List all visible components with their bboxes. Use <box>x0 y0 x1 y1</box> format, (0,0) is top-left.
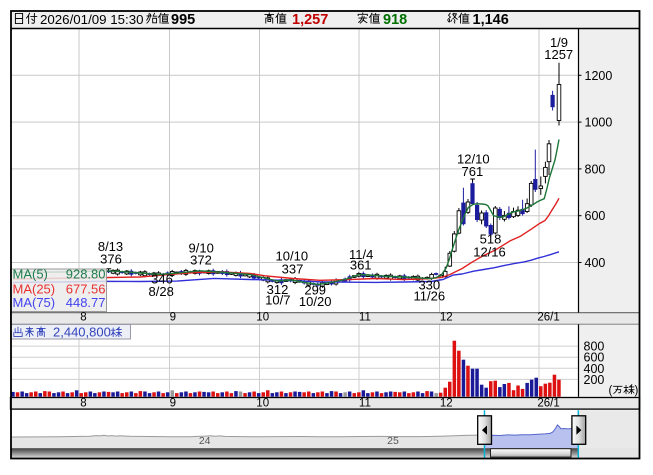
svg-text:800: 800 <box>584 340 605 354</box>
svg-text:12/10: 12/10 <box>457 152 490 167</box>
svg-text:600: 600 <box>584 351 605 365</box>
svg-text:(: ( <box>609 385 613 397</box>
svg-text:518: 518 <box>480 232 502 247</box>
svg-text:26/1: 26/1 <box>537 398 559 410</box>
svg-text:1/9: 1/9 <box>550 35 568 50</box>
svg-text:200: 200 <box>584 373 605 387</box>
svg-text:10/7: 10/7 <box>265 293 290 308</box>
svg-text:1,257: 1,257 <box>292 12 328 28</box>
svg-text:11/26: 11/26 <box>414 289 446 304</box>
svg-text:9: 9 <box>170 312 176 324</box>
svg-text:299: 299 <box>304 283 326 298</box>
svg-text:928.80: 928.80 <box>66 267 106 282</box>
svg-text:MA(5): MA(5) <box>13 267 48 282</box>
svg-text:2026/01/09 15:30: 2026/01/09 15:30 <box>40 12 144 27</box>
svg-text:330: 330 <box>418 277 440 292</box>
svg-text:8: 8 <box>80 312 86 324</box>
svg-text:9: 9 <box>170 398 176 410</box>
svg-text:346: 346 <box>151 272 173 287</box>
svg-text:400: 400 <box>584 362 605 376</box>
svg-text:24: 24 <box>199 435 211 447</box>
svg-text:11: 11 <box>359 312 371 324</box>
svg-text:995: 995 <box>171 12 195 28</box>
svg-text:8: 8 <box>80 398 86 410</box>
svg-text:1200: 1200 <box>585 69 613 83</box>
svg-text:12: 12 <box>440 312 453 324</box>
svg-text:400: 400 <box>585 256 606 270</box>
svg-text:26/1: 26/1 <box>537 312 559 324</box>
svg-text:8/28: 8/28 <box>149 284 174 299</box>
svg-text:448.77: 448.77 <box>66 295 106 310</box>
svg-text:1000: 1000 <box>585 116 613 130</box>
svg-text:MA(25): MA(25) <box>13 282 56 297</box>
svg-text:10: 10 <box>256 398 269 410</box>
svg-text:11: 11 <box>359 398 371 410</box>
svg-text:1257: 1257 <box>544 47 573 62</box>
svg-text:761: 761 <box>462 164 484 179</box>
svg-text:10/20: 10/20 <box>299 294 332 309</box>
svg-text:600: 600 <box>585 209 606 223</box>
svg-text:312: 312 <box>267 282 289 297</box>
svg-text:918: 918 <box>383 12 407 28</box>
svg-text:800: 800 <box>585 162 606 176</box>
svg-text:1,146: 1,146 <box>473 12 509 28</box>
svg-text:12: 12 <box>440 398 453 410</box>
svg-text:376: 376 <box>100 251 122 266</box>
svg-text:2,440,800: 2,440,800 <box>53 325 111 340</box>
svg-text:10/10: 10/10 <box>276 249 309 264</box>
svg-text:): ) <box>635 385 639 397</box>
svg-text:9/10: 9/10 <box>189 241 214 256</box>
svg-text:372: 372 <box>190 253 212 268</box>
svg-text:361: 361 <box>350 257 372 272</box>
svg-text:10: 10 <box>256 312 269 324</box>
svg-text:12/16: 12/16 <box>473 245 506 260</box>
svg-text:337: 337 <box>282 261 304 276</box>
svg-text:11/4: 11/4 <box>349 247 373 262</box>
svg-text:25: 25 <box>387 435 399 447</box>
svg-text:8/13: 8/13 <box>98 239 123 254</box>
svg-text:MA(75): MA(75) <box>13 295 56 310</box>
svg-text:677.56: 677.56 <box>66 282 106 297</box>
